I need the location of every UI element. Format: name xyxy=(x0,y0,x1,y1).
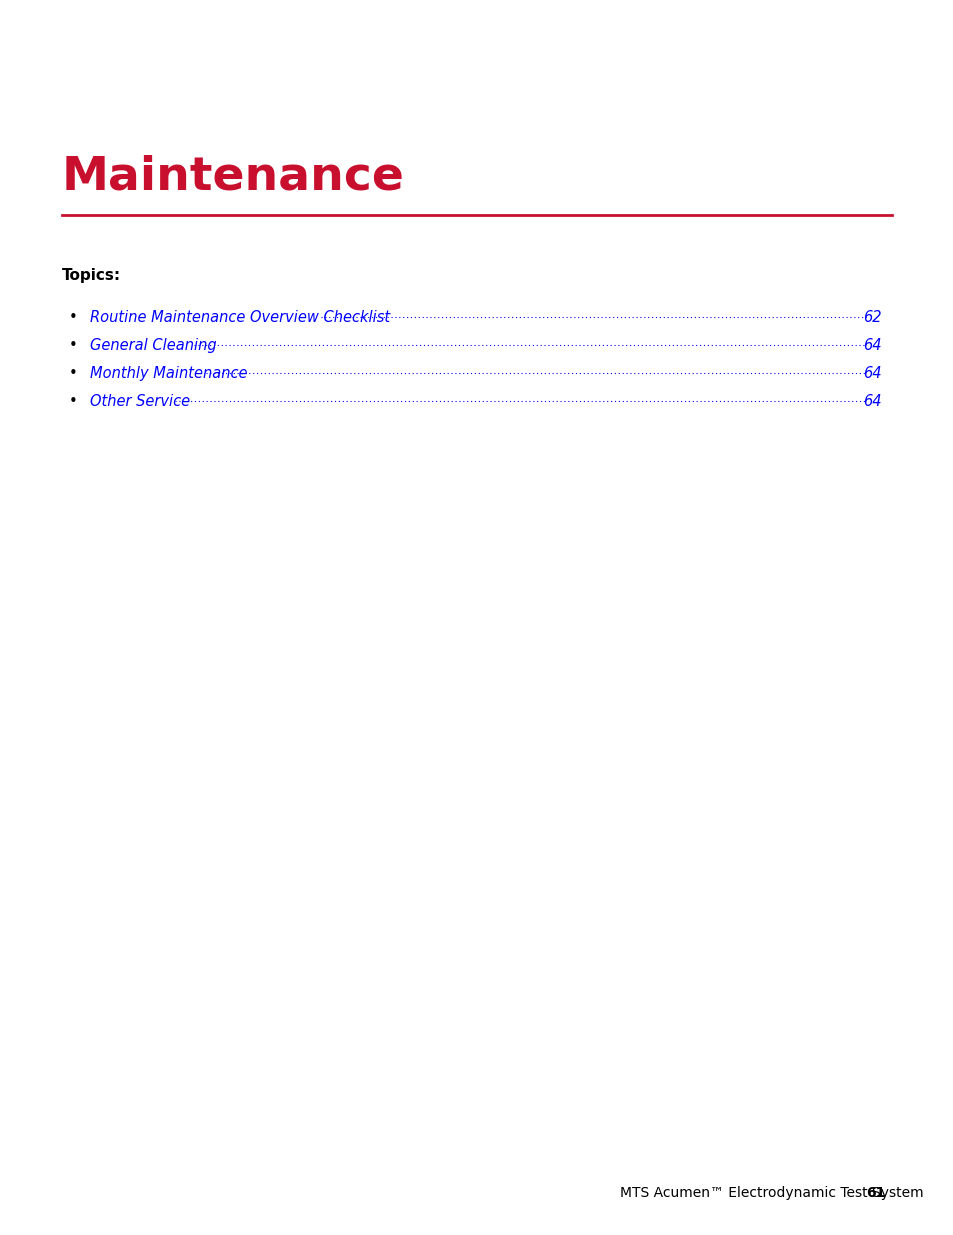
Text: Other Service: Other Service xyxy=(90,394,194,409)
Text: 64: 64 xyxy=(862,366,882,382)
Text: Monthly Maintenance: Monthly Maintenance xyxy=(90,366,247,382)
Text: 64: 64 xyxy=(862,394,882,409)
Text: General Cleaning: General Cleaning xyxy=(90,338,221,353)
Text: Topics:: Topics: xyxy=(62,268,121,283)
Text: Maintenance: Maintenance xyxy=(62,156,404,200)
Text: 64: 64 xyxy=(862,338,882,353)
Text: Routine Maintenance Overview Checklist: Routine Maintenance Overview Checklist xyxy=(90,310,390,325)
Text: •: • xyxy=(69,310,77,325)
Text: 62: 62 xyxy=(862,310,882,325)
Text: •: • xyxy=(69,366,77,382)
Text: •: • xyxy=(69,394,77,409)
Text: •: • xyxy=(69,338,77,353)
Text: 61: 61 xyxy=(865,1186,884,1200)
Text: MTS Acumen™ Electrodynamic Test System: MTS Acumen™ Electrodynamic Test System xyxy=(619,1186,923,1200)
